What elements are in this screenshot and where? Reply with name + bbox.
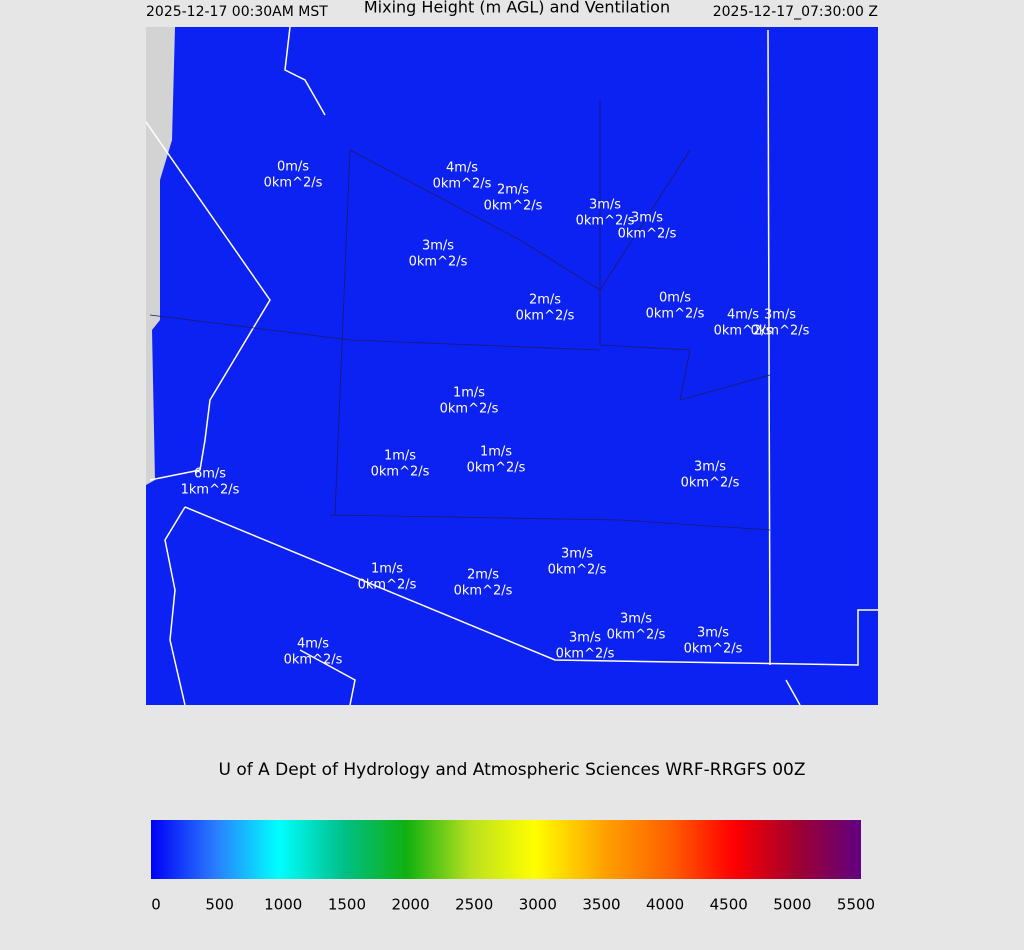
ventilation-label: 0km^2/s: [556, 647, 615, 662]
speed-label: 1m/s: [480, 445, 512, 460]
ventilation-label: 0km^2/s: [548, 563, 607, 578]
utc-time: 2025-12-17_07:30:00 Z: [713, 4, 878, 20]
speed-label: 4m/s: [727, 308, 759, 323]
colorbar-tick-label: 1500: [328, 896, 366, 914]
colorbar-tick-label: 4000: [646, 896, 684, 914]
map-field: [146, 27, 878, 705]
colorbar-tick-label: 5000: [773, 896, 811, 914]
colorbar-tick-label: 2500: [455, 896, 493, 914]
ventilation-label: 0km^2/s: [646, 307, 705, 322]
speed-label: 1m/s: [384, 449, 416, 464]
speed-label: 3m/s: [620, 612, 652, 627]
ventilation-label: 0km^2/s: [371, 465, 430, 480]
ventilation-label: 0km^2/s: [454, 584, 513, 599]
map-title: Mixing Height (m AGL) and Ventilation: [364, 0, 670, 17]
colorbar-tick-label: 3000: [519, 896, 557, 914]
speed-label: 2m/s: [497, 183, 529, 198]
colorbar-tick-label: 0: [151, 896, 161, 914]
map: [145, 26, 878, 706]
ventilation-label: 0km^2/s: [484, 199, 543, 214]
speed-label: 3m/s: [569, 631, 601, 646]
speed-label: 3m/s: [589, 198, 621, 213]
speed-label: 2m/s: [467, 568, 499, 583]
speed-label: 3m/s: [697, 626, 729, 641]
speed-label: 6m/s: [194, 467, 226, 482]
river: [284, 26, 326, 116]
speed-label: 4m/s: [297, 637, 329, 652]
ventilation-label: 0km^2/s: [618, 227, 677, 242]
ventilation-label: 0km^2/s: [467, 461, 526, 476]
speed-label: 3m/s: [694, 460, 726, 475]
ventilation-label: 0km^2/s: [684, 642, 743, 657]
local-time: 2025-12-17 00:30AM MST: [146, 4, 328, 20]
colorbar: [151, 820, 861, 879]
ventilation-label: 0km^2/s: [751, 324, 810, 339]
speed-label: 0m/s: [277, 160, 309, 175]
speed-label: 3m/s: [561, 547, 593, 562]
ventilation-label: 0km^2/s: [433, 177, 492, 192]
footer: U of A Dept of Hydrology and Atmospheric…: [218, 760, 805, 780]
colorbar-tick-label: 500: [205, 896, 234, 914]
ventilation-label: 1km^2/s: [181, 483, 240, 498]
ventilation-label: 0km^2/s: [440, 402, 499, 417]
colorbar-tick-label: 3500: [582, 896, 620, 914]
ventilation-label: 0km^2/s: [607, 628, 666, 643]
colorbar-tick-label: 4500: [710, 896, 748, 914]
speed-label: 3m/s: [422, 239, 454, 254]
border: [184, 506, 878, 666]
speed-label: 1m/s: [453, 386, 485, 401]
ventilation-label: 0km^2/s: [681, 476, 740, 491]
state-border: [767, 29, 771, 666]
state-border: [145, 121, 271, 481]
speed-label: 3m/s: [631, 211, 663, 226]
speed-label: 3m/s: [764, 308, 796, 323]
coastline: [164, 506, 801, 706]
speed-label: 4m/s: [446, 161, 478, 176]
speed-label: 0m/s: [659, 291, 691, 306]
colorbar-tick-label: 1000: [264, 896, 302, 914]
ventilation-label: 0km^2/s: [264, 176, 323, 191]
no-data-area: [146, 27, 175, 485]
ventilation-label: 0km^2/s: [576, 214, 635, 229]
ventilation-label: 0km^2/s: [516, 309, 575, 324]
speed-label: 2m/s: [529, 293, 561, 308]
ventilation-label: 0km^2/s: [409, 255, 468, 270]
colorbar-tick-label: 2000: [391, 896, 429, 914]
colorbar-tick-label: 5500: [837, 896, 875, 914]
ventilation-label: 0km^2/s: [358, 578, 417, 593]
ventilation-label: 0km^2/s: [284, 653, 343, 668]
ventilation-label: 0km^2/s: [714, 324, 773, 339]
speed-label: 1m/s: [371, 562, 403, 577]
county-lines: [149, 100, 771, 531]
